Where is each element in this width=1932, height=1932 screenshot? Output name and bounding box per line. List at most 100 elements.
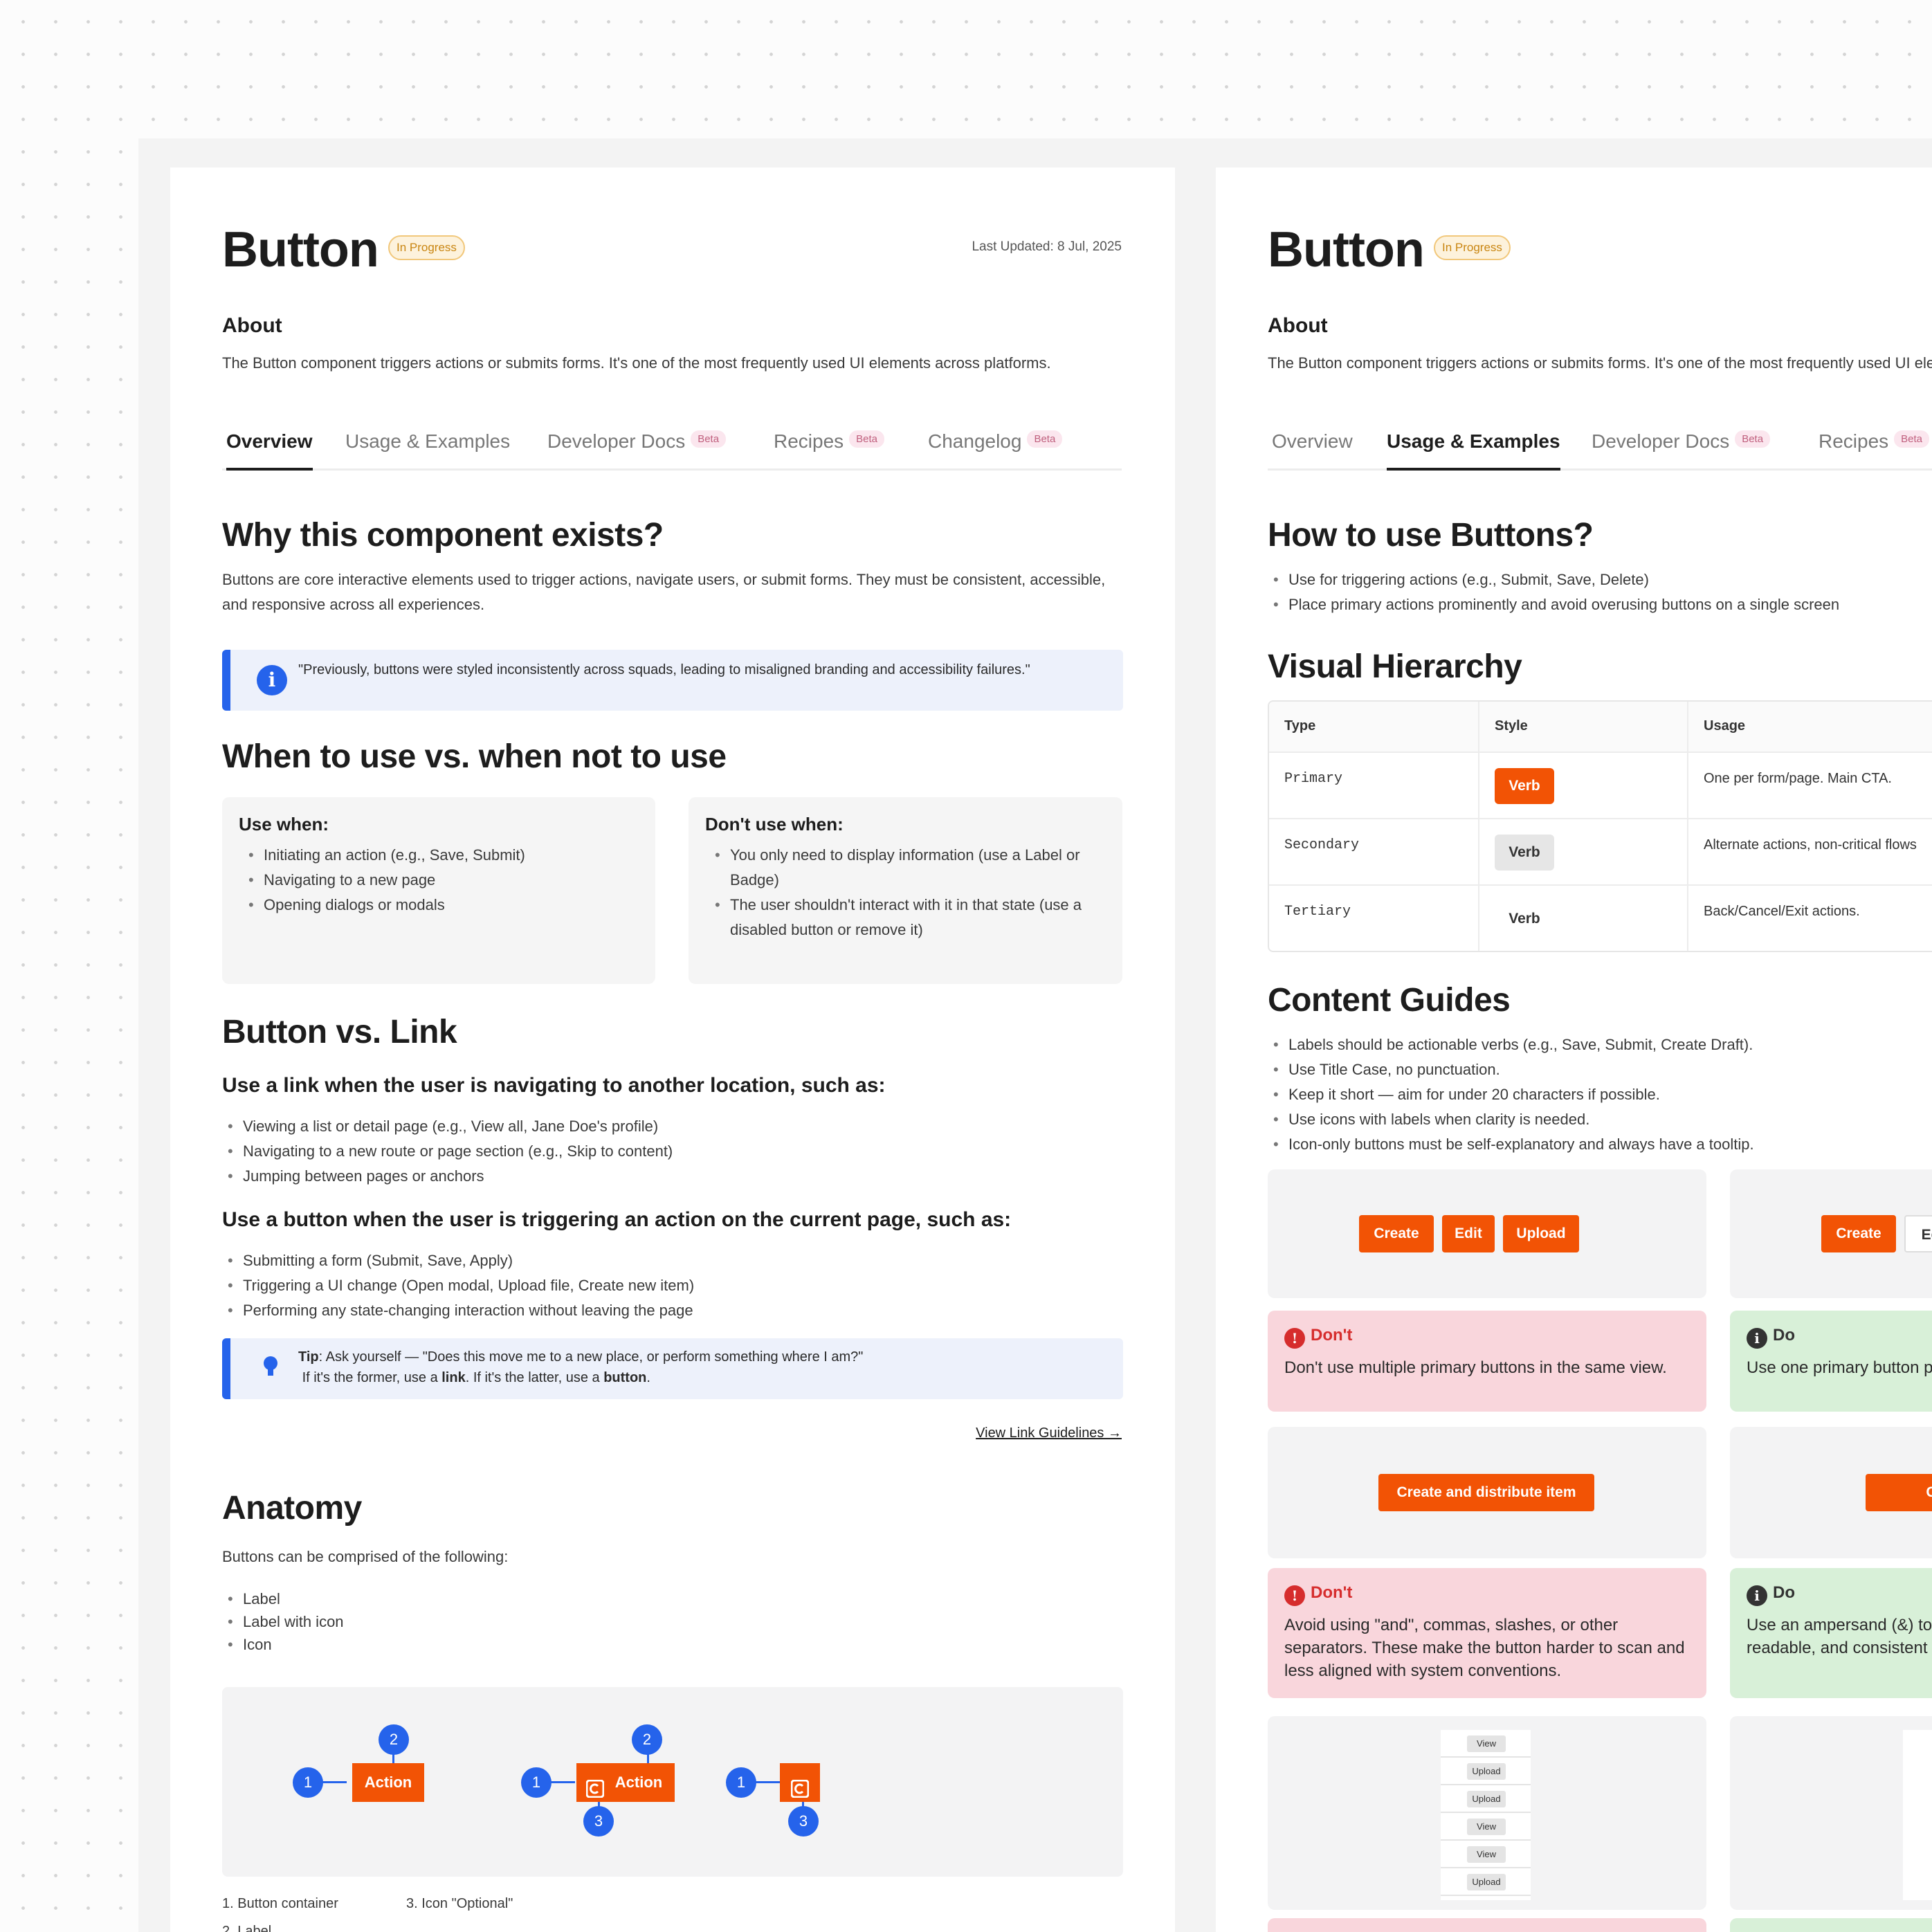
create-button[interactable]: Create (1821, 1215, 1896, 1252)
create-button[interactable]: Create (1359, 1215, 1434, 1252)
tab-changelog[interactable]: Changelog Beta (928, 430, 1063, 453)
anatomy-label-button: Action (352, 1763, 424, 1802)
example-separators: Create and distribute item (1268, 1427, 1706, 1558)
beta-badge: Beta (691, 430, 727, 448)
tab-developer-docs[interactable]: Developer Docs Beta (547, 430, 727, 453)
list-item: Opening dialogs or modals (247, 893, 641, 918)
view-link-guidelines-link[interactable]: View Link Guidelines → (976, 1425, 1122, 1441)
quote-callout: i "Previously, buttons were styled incon… (222, 650, 1123, 711)
marker-2: 2 (379, 1724, 409, 1755)
tab-developer-docs[interactable]: Developer Docs Beta (1592, 430, 1771, 453)
connector-line (536, 1781, 575, 1783)
tab-usage-examples[interactable]: Usage & Examples (345, 430, 511, 452)
use-when-card: Use when: Initiating an action (e.g., Sa… (222, 797, 655, 984)
anatomy-legend-1: 1. Button container (222, 1896, 338, 1911)
how-heading: How to use Buttons? (1268, 517, 1594, 554)
list-item: Triggering a UI change (Open modal, Uplo… (226, 1273, 1119, 1298)
create-distribute-button[interactable]: Create and distribute item (1378, 1474, 1594, 1511)
anatomy-label-icon-button: Action (576, 1763, 675, 1802)
primary-verb-button[interactable]: Verb (1495, 768, 1554, 804)
view-button[interactable]: View (1467, 1819, 1506, 1835)
use-when-list: Initiating an action (e.g., Save, Submit… (247, 843, 641, 918)
about-heading: About (1268, 314, 1328, 337)
create-button[interactable]: Create (1866, 1474, 1932, 1511)
list-item: Performing any state-changing interactio… (226, 1298, 1119, 1323)
tab-overview[interactable]: Overview (226, 430, 313, 471)
anatomy-legend-2: 2. Label (222, 1924, 272, 1932)
upload-button[interactable]: Upload (1467, 1763, 1506, 1780)
example-single-primary: Create Ed (1730, 1169, 1932, 1298)
list-item: Label with icon (226, 1610, 641, 1633)
list-item: Labels should be actionable verbs (e.g.,… (1272, 1032, 1932, 1057)
secondary-verb-button[interactable]: Verb (1495, 835, 1554, 871)
beta-badge: Beta (1027, 430, 1063, 448)
anatomy-text: Buttons can be comprised of the followin… (222, 1548, 509, 1565)
edit-button[interactable]: Edit (1442, 1215, 1495, 1252)
marker-1: 1 (726, 1767, 756, 1798)
tertiary-verb-button[interactable]: Verb (1509, 911, 1540, 927)
use-when-heading: Use when: (239, 814, 329, 835)
example-multiple-primary: Create Edit Upload (1268, 1169, 1706, 1298)
tip-callout: Tip: Ask yourself — "Does this move me t… (222, 1338, 1123, 1399)
list-item: Keep it short — aim for under 20 charact… (1272, 1082, 1932, 1107)
list-item: Jumping between pages or anchors (226, 1164, 1119, 1189)
edit-button[interactable]: Ed (1904, 1215, 1932, 1252)
page-title: Button (1268, 222, 1425, 277)
link-usage-list: Viewing a list or detail page (e.g., Vie… (226, 1114, 1119, 1189)
hierarchy-table: Type Style Usage Primary Verb One per fo… (1268, 700, 1932, 952)
alert-icon: ! (1284, 1328, 1305, 1349)
connector-line (392, 1745, 394, 1765)
do-card: iDo Use one primary button per action. (1730, 1311, 1932, 1412)
usage-cell: One per form/page. Main CTA. (1704, 771, 1892, 786)
list-item: Use for triggering actions (e.g., Submit… (1272, 567, 1932, 592)
list-item: Submitting a form (Submit, Save, Apply) (226, 1248, 1119, 1273)
list-item: Place primary actions prominently and av… (1272, 592, 1932, 617)
usage-cell: Alternate actions, non-critical flows (1704, 837, 1917, 853)
list-item: Label (226, 1587, 641, 1610)
button-usage-list: Submitting a form (Submit, Save, Apply) … (226, 1248, 1119, 1323)
marker-1: 1 (521, 1767, 552, 1798)
tab-overview[interactable]: Overview (1272, 430, 1353, 452)
column-header: Usage (1704, 718, 1746, 733)
content-guides-list: Labels should be actionable verbs (e.g.,… (1272, 1032, 1932, 1157)
status-badge: In Progress (1434, 235, 1511, 260)
view-button[interactable]: View (1467, 1735, 1506, 1752)
upload-button[interactable]: Upload (1467, 1791, 1506, 1807)
tab-bar: Overview Usage & Examples Developer Docs… (1268, 430, 1932, 471)
dont-card: ! Don't Don't use multiple primary button… (1268, 1311, 1706, 1412)
tab-recipes[interactable]: Recipes Beta (1819, 430, 1930, 453)
about-text: The Button component triggers actions or… (222, 354, 1051, 372)
do-card: iDo Use an ampersand (&) to single butto… (1730, 1568, 1932, 1698)
last-updated: Last Updated: 8 Jul, 2025 (972, 239, 1122, 254)
marker-1: 1 (293, 1767, 323, 1798)
info-icon: i (1747, 1585, 1767, 1606)
upload-button[interactable]: Upload (1503, 1215, 1579, 1252)
list-item: Navigating to a new route or page sectio… (226, 1139, 1119, 1164)
list-item: The user shouldn't interact with it in t… (713, 893, 1108, 942)
alert-icon: ! (1284, 1585, 1305, 1606)
anatomy-legend-3: 3. Icon "Optional" (406, 1896, 513, 1911)
why-heading: Why this component exists? (222, 517, 664, 554)
lightbulb-icon (262, 1354, 279, 1381)
upload-button[interactable]: Upload (1467, 1874, 1506, 1890)
connector-line (308, 1781, 347, 1783)
list-item: Use icons with labels when clarity is ne… (1272, 1107, 1932, 1132)
dont-card: ! Don't Avoid using "and", commas, slashe… (1268, 1568, 1706, 1698)
tip-text: Tip: Ask yourself — "Does this move me t… (298, 1349, 864, 1385)
button-list (1903, 1730, 1932, 1900)
view-button[interactable]: View (1467, 1846, 1506, 1863)
button-subheading: Use a button when the user is triggering… (222, 1208, 1012, 1231)
tab-bar: Overview Usage & Examples Developer Docs… (222, 430, 1122, 471)
beta-badge: Beta (849, 430, 885, 448)
tab-usage-examples[interactable]: Usage & Examples (1387, 430, 1560, 471)
info-icon: i (257, 665, 287, 695)
example-button-list-do (1730, 1716, 1932, 1910)
list-item: Icon-only buttons must be self-explanato… (1272, 1132, 1932, 1157)
tab-recipes[interactable]: Recipes Beta (774, 430, 885, 453)
example-button-list: View Upload Upload View View Upload (1268, 1716, 1706, 1910)
type-cell: Primary (1284, 771, 1343, 787)
marker-3: 3 (583, 1806, 614, 1837)
do-text: Use an ampersand (&) to single button la… (1747, 1616, 1932, 1657)
button-vs-link-heading: Button vs. Link (222, 1014, 457, 1050)
quote-text: "Previously, buttons were styled inconsi… (298, 662, 1030, 677)
